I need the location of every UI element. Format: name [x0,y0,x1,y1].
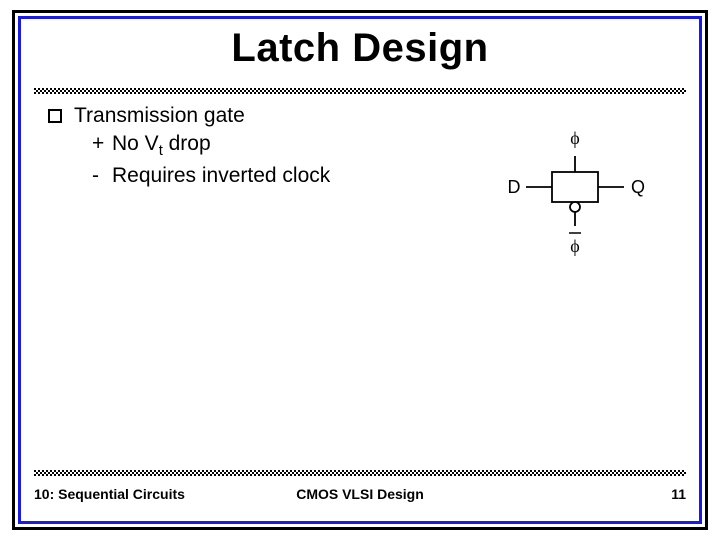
sub-marker-plus: + [92,130,112,158]
inversion-bubble [570,202,580,212]
sub-bullet-2-text: Requires inverted clock [112,162,330,190]
transmission-gate-diagram: ϕ D Q ϕ [490,120,670,260]
divider-top [34,88,686,94]
square-bullet-icon [48,109,62,123]
slide-footer: 10: Sequential Circuits CMOS VLSI Design… [34,486,686,502]
gate-box [552,172,598,202]
sub-marker-minus: - [92,162,112,190]
q-label: Q [631,177,645,197]
phi-bottom-label: ϕ [570,236,579,256]
bullet-main-text: Transmission gate [74,104,245,128]
divider-bottom [34,470,686,476]
footer-center: CMOS VLSI Design [34,486,686,502]
d-label: D [508,177,521,197]
phi-top-label: ϕ [570,128,579,148]
slide-title: Latch Design [0,26,720,71]
sub-bullet-1-text: No Vt drop [112,130,211,162]
slide: Latch Design Transmission gate + No Vt d… [0,0,720,540]
